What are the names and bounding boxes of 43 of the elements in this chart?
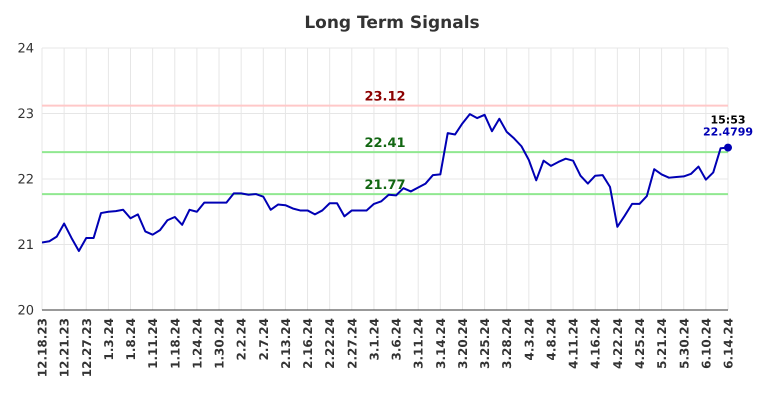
x-tick-label: 4.11.24	[566, 318, 581, 369]
y-tick-label: 22	[17, 172, 34, 188]
y-tick-label: 21	[17, 238, 34, 254]
x-tick-label: 12.27.23	[80, 318, 94, 378]
x-tick-label: 12.18.23	[36, 318, 50, 378]
ref-line-label: 21.77	[364, 178, 406, 194]
x-tick-label: 4.22.24	[610, 318, 625, 369]
ref-line-label: 23.12	[364, 90, 406, 105]
x-tick-label: 2.7.24	[256, 318, 271, 361]
x-tick-label: 5.21.24	[655, 318, 670, 369]
x-tick-label: 12.21.23	[58, 318, 72, 378]
x-tick-label: 3.14.24	[434, 318, 448, 369]
x-tick-label: 4.8.24	[544, 318, 558, 361]
x-tick-label: 6.10.24	[699, 318, 714, 369]
ref-line-label: 22.41	[364, 136, 406, 152]
x-tick-label: 5.30.24	[677, 318, 692, 369]
x-tick-label: 1.11.24	[146, 318, 160, 369]
x-tick-label: 6.14.24	[722, 318, 736, 369]
x-tick-label: 2.27.24	[345, 318, 360, 369]
x-tick-label: 2.16.24	[301, 318, 316, 369]
y-tick-label: 24	[17, 42, 34, 57]
x-tick-label: 3.11.24	[412, 318, 426, 369]
x-tick-label: 1.18.24	[168, 318, 182, 369]
x-tick-label: 1.8.24	[124, 318, 138, 361]
x-tick-label: 2.22.24	[323, 318, 338, 369]
x-tick-label: 1.3.24	[102, 318, 116, 361]
x-tick-label: 3.6.24	[390, 318, 404, 361]
x-tick-label: 2.13.24	[278, 318, 293, 369]
y-tick-label: 20	[17, 304, 34, 319]
x-tick-label: 3.25.24	[478, 318, 492, 369]
x-tick-label: 4.3.24	[522, 318, 536, 361]
x-tick-label: 4.25.24	[633, 318, 648, 369]
y-tick-label: 23	[17, 107, 34, 122]
data-label: 22.4799	[702, 126, 754, 139]
annotation: 15:53	[710, 114, 746, 127]
chart-title: Long Term Signals	[303, 12, 481, 35]
x-tick-label: 3.1.24	[367, 318, 382, 361]
x-tick-label: 3.20.24	[456, 318, 470, 369]
x-tick-label: 1.30.24	[212, 318, 227, 369]
x-tick-label: 1.24.24	[190, 318, 204, 369]
x-tick-label: 4.16.24	[588, 318, 603, 369]
x-tick-label: 2.2.24	[234, 318, 249, 361]
x-tick-label: 3.28.24	[500, 318, 514, 369]
